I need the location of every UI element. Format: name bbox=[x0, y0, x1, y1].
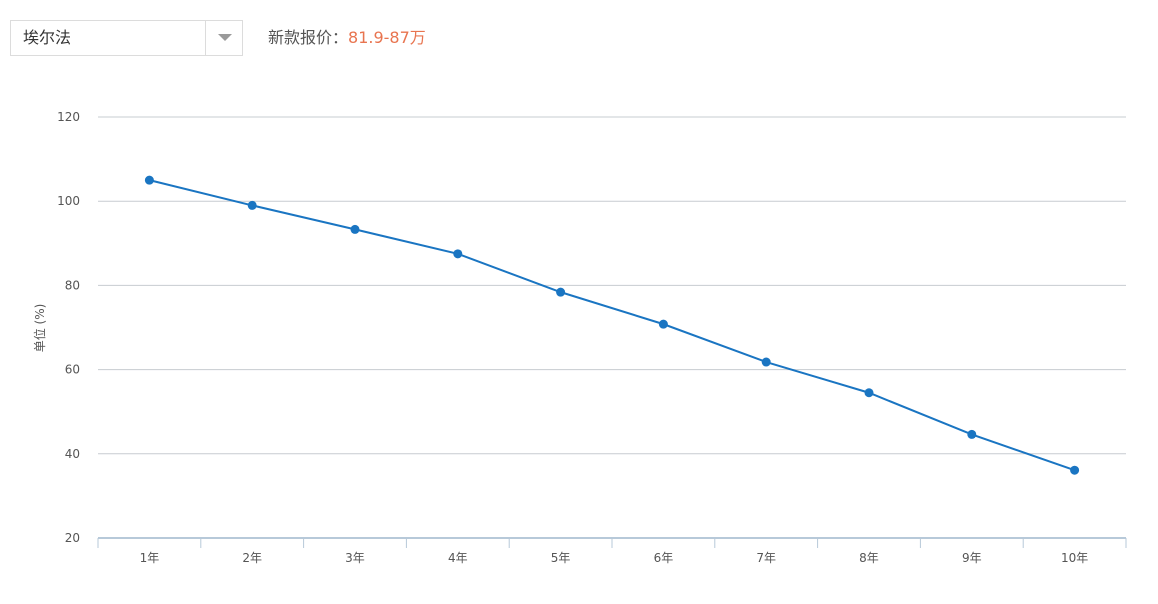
data-point bbox=[556, 287, 566, 297]
data-point bbox=[967, 429, 977, 439]
model-select-value: 埃尔法 bbox=[23, 28, 72, 47]
x-tick-label: 5年 bbox=[551, 551, 571, 565]
y-axis-label: 单位 (%) bbox=[32, 304, 47, 353]
data-point bbox=[144, 175, 154, 185]
data-points bbox=[144, 175, 1080, 475]
data-point bbox=[864, 388, 874, 398]
x-tick-label: 4年 bbox=[448, 551, 468, 565]
x-axis bbox=[97, 537, 1127, 548]
x-tick-label: 6年 bbox=[654, 551, 674, 565]
data-point bbox=[658, 319, 668, 329]
chevron-down-icon[interactable] bbox=[206, 21, 243, 55]
y-tick-label: 20 bbox=[65, 531, 80, 545]
data-point bbox=[1070, 465, 1080, 475]
x-tick-label: 2年 bbox=[242, 551, 262, 565]
price-value: 81.9-87万 bbox=[348, 28, 426, 47]
data-point bbox=[453, 249, 463, 259]
x-tick-label: 3年 bbox=[345, 551, 365, 565]
x-tick-label: 7年 bbox=[756, 551, 776, 565]
x-tick-labels: 1年 2年 3年 4年 5年 6年 7年 8年 9年 10年 bbox=[140, 551, 1089, 565]
series-line bbox=[149, 179, 1075, 472]
y-tick-label: 80 bbox=[65, 278, 80, 292]
y-tick-labels: 20 40 60 80 100 120 bbox=[57, 110, 80, 545]
x-tick-label: 1年 bbox=[140, 551, 160, 565]
y-tick-label: 120 bbox=[57, 110, 80, 124]
price-info: 新款报价：81.9-87万 bbox=[268, 20, 426, 56]
price-label: 新款报价： bbox=[268, 28, 349, 47]
series-line-path bbox=[149, 179, 1075, 472]
select-divider bbox=[205, 21, 206, 55]
y-tick-label: 40 bbox=[65, 447, 80, 461]
y-tick-label: 60 bbox=[65, 363, 80, 377]
data-point bbox=[350, 224, 360, 234]
data-point bbox=[247, 200, 257, 210]
x-tick-label: 10年 bbox=[1061, 551, 1088, 565]
grid-lines bbox=[98, 116, 1126, 455]
data-point bbox=[761, 357, 771, 367]
x-tick-label: 8年 bbox=[859, 551, 879, 565]
y-tick-label: 100 bbox=[57, 194, 80, 208]
x-tick-label: 9年 bbox=[962, 551, 982, 565]
model-select[interactable]: 埃尔法 bbox=[10, 20, 243, 56]
